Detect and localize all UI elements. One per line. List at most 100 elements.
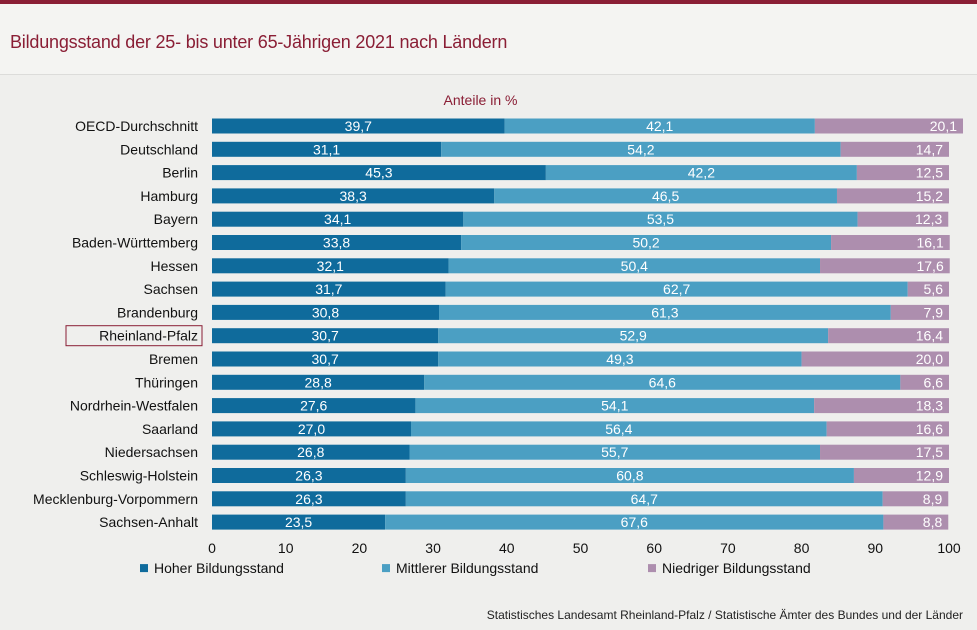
data-label: 67,6 [621,514,648,530]
legend-swatch [648,564,656,573]
category-label: Rheinland-Pfalz [99,328,198,344]
data-label: 42,2 [688,165,715,181]
data-label: 15,2 [916,188,943,204]
data-label: 26,8 [297,444,324,460]
category-label: Nordrhein-Westfalen [70,398,198,414]
data-label: 38,3 [340,188,367,204]
category-label: Brandenburg [117,304,198,320]
data-label: 12,3 [915,211,942,227]
bar-segment [853,468,949,483]
data-label: 33,8 [323,235,350,251]
bar-segment [826,421,949,437]
x-tick-label: 20 [352,540,368,556]
bar-segment [504,118,815,134]
data-label: 54,1 [601,398,628,414]
data-label: 54,2 [627,141,654,157]
bar-segment [438,328,829,344]
bar-segment [212,141,442,157]
bar-segment [907,281,949,297]
data-label: 53,5 [647,211,674,227]
data-label: 16,1 [916,235,943,251]
bar-segment [820,444,949,460]
x-tick-label: 90 [868,540,884,556]
data-label: 50,4 [621,258,648,274]
x-tick-label: 10 [278,540,294,556]
category-label: Thüringen [135,374,198,390]
data-label: 28,8 [305,374,332,390]
bar-segment [212,468,406,483]
data-label: 39,7 [345,118,372,134]
bar-segment [410,421,827,437]
category-label: Schleswig-Holstein [80,468,198,484]
bar-segment [212,188,495,204]
header: Bildungsstand der 25- bis unter 65-Jähri… [0,4,977,75]
data-label: 20,1 [930,118,957,134]
x-tick-label: 40 [499,540,515,556]
bar-segment [438,351,802,367]
bar-segment [405,491,883,507]
category-label: Bremen [149,351,198,367]
chart-title: Bildungsstand der 25- bis unter 65-Jähri… [10,32,508,52]
data-label: 30,8 [312,304,339,320]
x-tick-label: 70 [720,540,736,556]
category-label: Sachsen [144,281,198,297]
data-label: 30,7 [312,351,339,367]
bar-segment [836,188,949,204]
data-label: 34,1 [324,211,351,227]
bar-segment [424,374,901,390]
data-label: 30,7 [312,328,339,344]
data-label: 16,4 [916,328,943,344]
category-label: Saarland [142,421,198,437]
category-label: Berlin [162,165,198,181]
category-label: OECD-Durchschnitt [75,118,198,134]
x-tick-label: 80 [794,540,810,556]
chart-subtitle: Anteile in % [444,92,518,108]
bar-segment [882,491,949,507]
bar-segment [801,351,949,367]
bar-segment [212,258,449,274]
bar-segment [814,398,949,414]
category-label: Mecklenburg-Vorpommern [33,491,198,507]
data-label: 8,9 [923,491,943,507]
bar-segment [212,514,386,530]
bar-segment [212,421,411,437]
bar-segment [890,304,949,320]
source-note: Statistisches Landesamt Rheinland-Pfalz … [486,608,963,622]
bar-segment [385,514,884,530]
data-label: 60,8 [616,468,643,484]
bar-segment [840,141,949,157]
legend-label: Mittlerer Bildungsstand [396,560,538,576]
legend-swatch [382,564,390,573]
data-label: 31,7 [315,281,342,297]
data-label: 56,4 [605,421,632,437]
bar-segment [856,165,949,181]
data-label: 62,7 [663,281,690,297]
data-label: 12,9 [916,468,943,484]
bar-segment [212,374,425,390]
bar-segment [441,141,841,157]
top-accent-rule [0,0,977,4]
data-label: 27,0 [298,421,325,437]
category-label: Bayern [154,211,198,227]
data-label: 16,6 [916,421,943,437]
bar-segment [212,328,439,344]
data-label: 7,9 [924,304,944,320]
data-label: 20,0 [916,351,943,367]
legend-label: Niedriger Bildungsstand [662,560,811,576]
data-label: 61,3 [651,304,678,320]
bar-segment [448,258,821,274]
bar-segment [831,235,950,250]
highlight-box [65,325,203,347]
category-label: Niedersachsen [105,444,198,460]
bar-segment [212,235,462,250]
stacked-bar-chart: Anteile in % OECD-Durchschnitt 39,7 42,1 20,… [33,92,964,576]
bar-segment [545,165,857,181]
data-label: 31,1 [313,141,340,157]
bar-segment [828,328,949,344]
legend-label: Hoher Bildungsstand [154,560,284,576]
bar-segment [857,211,949,227]
x-tick-label: 30 [425,540,441,556]
category-label: Hessen [151,258,198,274]
data-label: 18,3 [916,398,943,414]
bar-segment [212,444,410,460]
